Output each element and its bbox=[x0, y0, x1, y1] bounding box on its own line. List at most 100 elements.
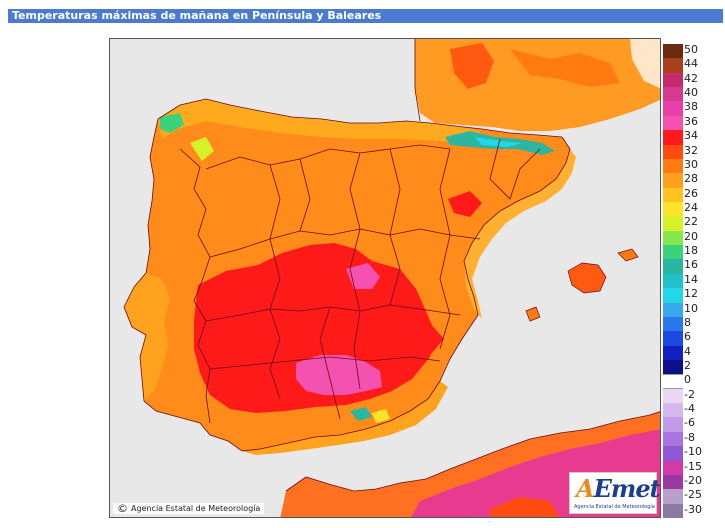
logo-subtitle: Agencia Estatal de Meteorología bbox=[574, 504, 655, 510]
murcia-hot-patch bbox=[406, 323, 444, 355]
border-1 bbox=[205, 144, 451, 170]
map-canvas bbox=[110, 39, 660, 517]
france-desert-patch bbox=[630, 39, 660, 89]
legend-label: 32 bbox=[684, 143, 698, 157]
legend-label: -4 bbox=[684, 402, 695, 416]
legend-swatch bbox=[663, 403, 683, 418]
legend-swatch bbox=[663, 173, 683, 189]
aemet-logo: AEmet Agencia Estatal de Meteorología bbox=[569, 472, 660, 514]
border-11 bbox=[319, 306, 341, 420]
legend-swatch bbox=[663, 489, 683, 505]
legend-label: 0 bbox=[684, 373, 691, 387]
legend-swatch bbox=[663, 259, 683, 275]
temperature-legend bbox=[663, 44, 683, 519]
credit-label: © Agencia Estatal de Meteorología bbox=[113, 502, 265, 515]
legend-swatch bbox=[663, 101, 683, 117]
border-7 bbox=[439, 148, 451, 350]
legend-label: 16 bbox=[684, 258, 698, 272]
border-2 bbox=[209, 228, 481, 258]
legend-label: 42 bbox=[684, 71, 698, 85]
france-hot-patch bbox=[450, 43, 494, 89]
legend-label: 28 bbox=[684, 172, 698, 186]
legend-label: 8 bbox=[684, 315, 691, 329]
legend-label: -15 bbox=[684, 459, 702, 473]
east-coast-band bbox=[464, 149, 576, 319]
legend-label: 30 bbox=[684, 157, 698, 171]
border-6 bbox=[349, 152, 361, 390]
menorca bbox=[617, 248, 639, 262]
south-coast-band bbox=[242, 381, 448, 455]
legend-label: 50 bbox=[684, 43, 698, 56]
legend-label: 20 bbox=[684, 229, 698, 243]
credit-text: Agencia Estatal de Meteorología bbox=[131, 504, 261, 513]
legend-swatch bbox=[663, 245, 683, 260]
pyrenees-snow bbox=[475, 137, 522, 147]
border-9 bbox=[389, 148, 401, 306]
france-ridge bbox=[510, 49, 620, 87]
legend-swatch bbox=[663, 374, 683, 390]
legend-label: 40 bbox=[684, 86, 698, 100]
logo-wordmark: AEmet bbox=[576, 474, 660, 503]
galicia-cool-patch bbox=[160, 113, 184, 133]
tagus-hot-patch bbox=[346, 263, 380, 289]
andalusia-very-hot bbox=[296, 355, 382, 395]
legend-swatch bbox=[663, 130, 683, 146]
legend-label: -25 bbox=[684, 488, 702, 502]
border-5 bbox=[269, 164, 281, 400]
legend-swatch bbox=[663, 417, 683, 433]
title-bar: Temperaturas máximas de mañana en Peníns… bbox=[8, 9, 723, 23]
sierra-nevada-yellow bbox=[372, 409, 390, 423]
legend-swatch bbox=[663, 345, 683, 361]
legend-swatch bbox=[663, 331, 683, 347]
legend-label: 2 bbox=[684, 359, 691, 372]
north-coast-band bbox=[158, 99, 480, 143]
africa-border bbox=[285, 411, 660, 492]
legend-swatch bbox=[663, 230, 683, 246]
legend-label: -20 bbox=[684, 473, 702, 487]
africa-orange-patch bbox=[490, 497, 559, 517]
legend-label: 38 bbox=[684, 100, 698, 114]
coastline bbox=[123, 98, 571, 452]
legend-label: 12 bbox=[684, 287, 698, 301]
map-title: Temperaturas máximas de mañana en Peníns… bbox=[12, 9, 382, 22]
legend-swatch bbox=[663, 115, 683, 131]
border-4 bbox=[209, 356, 441, 370]
ibiza bbox=[525, 306, 541, 322]
legend-swatch bbox=[663, 460, 683, 476]
logo-letter: A bbox=[576, 474, 595, 503]
legend-label: -30 bbox=[684, 502, 702, 516]
france-border bbox=[414, 39, 421, 122]
legend-swatch bbox=[663, 431, 683, 447]
legend-swatch bbox=[663, 273, 683, 289]
legend-swatch bbox=[663, 202, 683, 217]
legend-label: 24 bbox=[684, 201, 698, 214]
legend-swatch bbox=[663, 187, 683, 203]
legend-label: -6 bbox=[684, 416, 695, 430]
ebro-hot-patch bbox=[448, 191, 482, 217]
legend-label: 4 bbox=[684, 344, 691, 358]
legend-swatch bbox=[663, 72, 683, 88]
mallorca bbox=[567, 262, 607, 294]
legend-label: 18 bbox=[684, 244, 698, 258]
temperature-map[interactable]: © Agencia Estatal de Meteorología AEmet … bbox=[109, 38, 661, 518]
logo-word: Emet bbox=[593, 474, 660, 503]
legend-label: 22 bbox=[684, 215, 698, 229]
legend-swatch bbox=[663, 316, 683, 332]
copyright-icon: © bbox=[117, 502, 128, 515]
legend-label: 14 bbox=[684, 272, 698, 286]
legend-label: 44 bbox=[684, 57, 698, 71]
sierra-nevada-cool bbox=[350, 407, 372, 421]
legend-label: 36 bbox=[684, 114, 698, 128]
legend-swatch bbox=[663, 503, 683, 519]
galicia-green bbox=[190, 137, 214, 161]
legend-swatch bbox=[663, 388, 683, 404]
legend-swatch bbox=[663, 216, 683, 232]
legend-label: 10 bbox=[684, 301, 698, 315]
legend-swatch bbox=[663, 87, 683, 102]
legend-swatch bbox=[663, 360, 683, 375]
region-borders bbox=[123, 39, 571, 452]
legend-swatch bbox=[663, 144, 683, 160]
footer-mark: · bbox=[488, 518, 491, 526]
legend-label: -8 bbox=[684, 430, 695, 444]
legend-swatch bbox=[663, 446, 683, 462]
